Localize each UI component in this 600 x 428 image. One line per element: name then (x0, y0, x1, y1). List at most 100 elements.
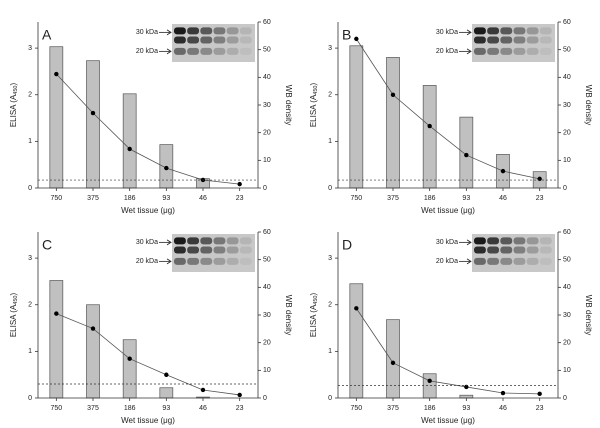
blot-band (474, 257, 486, 265)
y2-axis-label: WB density (284, 85, 293, 125)
blot-arrowhead (166, 258, 172, 265)
blot-band (239, 237, 252, 245)
y2-tick-label: 20 (263, 130, 271, 137)
y-axis-label-part: ELISA (A (9, 94, 18, 127)
blot-band (500, 47, 513, 55)
y-tick-label: 0 (28, 395, 32, 402)
blot-arrowhead (466, 29, 472, 36)
y-axis-label-part: ) (309, 293, 318, 296)
y-tick-label: 3 (328, 255, 332, 262)
blot-arrowhead (466, 258, 472, 265)
blot-band (513, 27, 526, 35)
blot-band (226, 257, 239, 265)
y2-tick-label: 0 (263, 185, 267, 192)
y2-tick-label: 20 (563, 340, 571, 347)
blot-band (226, 27, 239, 35)
blot-label: 20 kDa (136, 258, 158, 265)
blot-band (226, 36, 239, 44)
bar (122, 93, 137, 189)
line (355, 38, 540, 180)
y2-tick-label: 10 (263, 157, 271, 164)
blot-band (200, 47, 213, 55)
blot-band (213, 36, 226, 44)
bar (49, 280, 64, 399)
marker (164, 165, 169, 171)
blot-band (487, 27, 500, 35)
marker (464, 152, 469, 158)
blot-band (174, 237, 186, 245)
blot-band (187, 47, 200, 55)
y-axis-label-part: 450 (313, 86, 319, 95)
blot-band (187, 257, 200, 265)
y-axis-label-part: ELISA (A (9, 304, 18, 337)
x-tick-label: 750 (350, 405, 362, 412)
y2-tick-label: 30 (263, 102, 271, 109)
blot-band (500, 36, 513, 44)
blot-band (513, 47, 526, 55)
blot-band (200, 246, 213, 254)
bar (422, 85, 437, 189)
y2-tick-label: 60 (563, 19, 571, 26)
blot-band (213, 27, 226, 35)
y-axis-label-part: ) (9, 293, 18, 296)
blot-band (513, 257, 526, 265)
x-axis-label: Wet tissue (μg) (121, 416, 175, 425)
y-tick-label: 0 (28, 185, 32, 192)
y2-tick-label: 20 (563, 130, 571, 137)
y-tick-label: 3 (28, 45, 32, 52)
x-tick-label: 186 (424, 195, 436, 202)
blot-band (174, 36, 186, 44)
blot-band (213, 47, 226, 55)
x-tick-label: 186 (424, 405, 436, 412)
x-axis-label: Wet tissue (μg) (421, 206, 475, 215)
blot-label: 30 kDa (136, 29, 158, 36)
marker (200, 387, 206, 393)
bar (349, 45, 364, 189)
marker (90, 326, 96, 331)
y2-tick-label: 30 (563, 312, 571, 319)
marker (427, 123, 432, 129)
y-tick-label: 2 (28, 92, 32, 99)
bar (86, 304, 100, 399)
y-axis-label-part: ) (9, 83, 18, 86)
marker (127, 146, 132, 152)
blot-band (500, 246, 513, 254)
blot-band (200, 36, 213, 44)
blot-band (487, 36, 500, 44)
x-tick-label: 375 (387, 195, 399, 202)
y-axis-label-part: 450 (13, 86, 19, 95)
x-tick-label: 375 (387, 405, 399, 412)
blot-band (539, 246, 552, 254)
marker (90, 110, 96, 116)
y2-tick-label: 0 (263, 395, 267, 402)
y-axis-label-part: 450 (13, 296, 19, 305)
y2-tick-label: 30 (263, 312, 271, 319)
y-tick-label: 2 (328, 302, 332, 309)
y-axis-label-part: ) (309, 83, 318, 86)
blot-band (513, 36, 526, 44)
x-tick-label: 750 (50, 195, 62, 202)
y2-tick-label: 40 (263, 284, 271, 291)
marker (54, 71, 59, 77)
blot-label: 30 kDa (436, 239, 458, 246)
blot-band (200, 257, 213, 265)
y2-tick-label: 50 (563, 257, 571, 264)
x-axis-label: Wet tissue (μg) (121, 206, 175, 215)
y-tick-label: 3 (28, 255, 32, 262)
blot-band (174, 257, 186, 265)
blot-label: 30 kDa (136, 239, 158, 246)
y2-tick-label: 20 (263, 340, 271, 347)
blot-arrowhead (166, 48, 172, 55)
bar (386, 319, 400, 399)
y-tick-label: 3 (328, 45, 332, 52)
y-axis-label-part: ELISA (A (309, 94, 318, 127)
blot-band (474, 237, 486, 245)
marker (390, 92, 396, 97)
blot-arrowhead (466, 239, 472, 246)
y-axis-label-part: 450 (313, 296, 319, 305)
marker (127, 356, 132, 361)
y2-tick-label: 40 (563, 74, 571, 81)
marker (537, 391, 542, 397)
blot-label: 30 kDa (436, 29, 458, 36)
